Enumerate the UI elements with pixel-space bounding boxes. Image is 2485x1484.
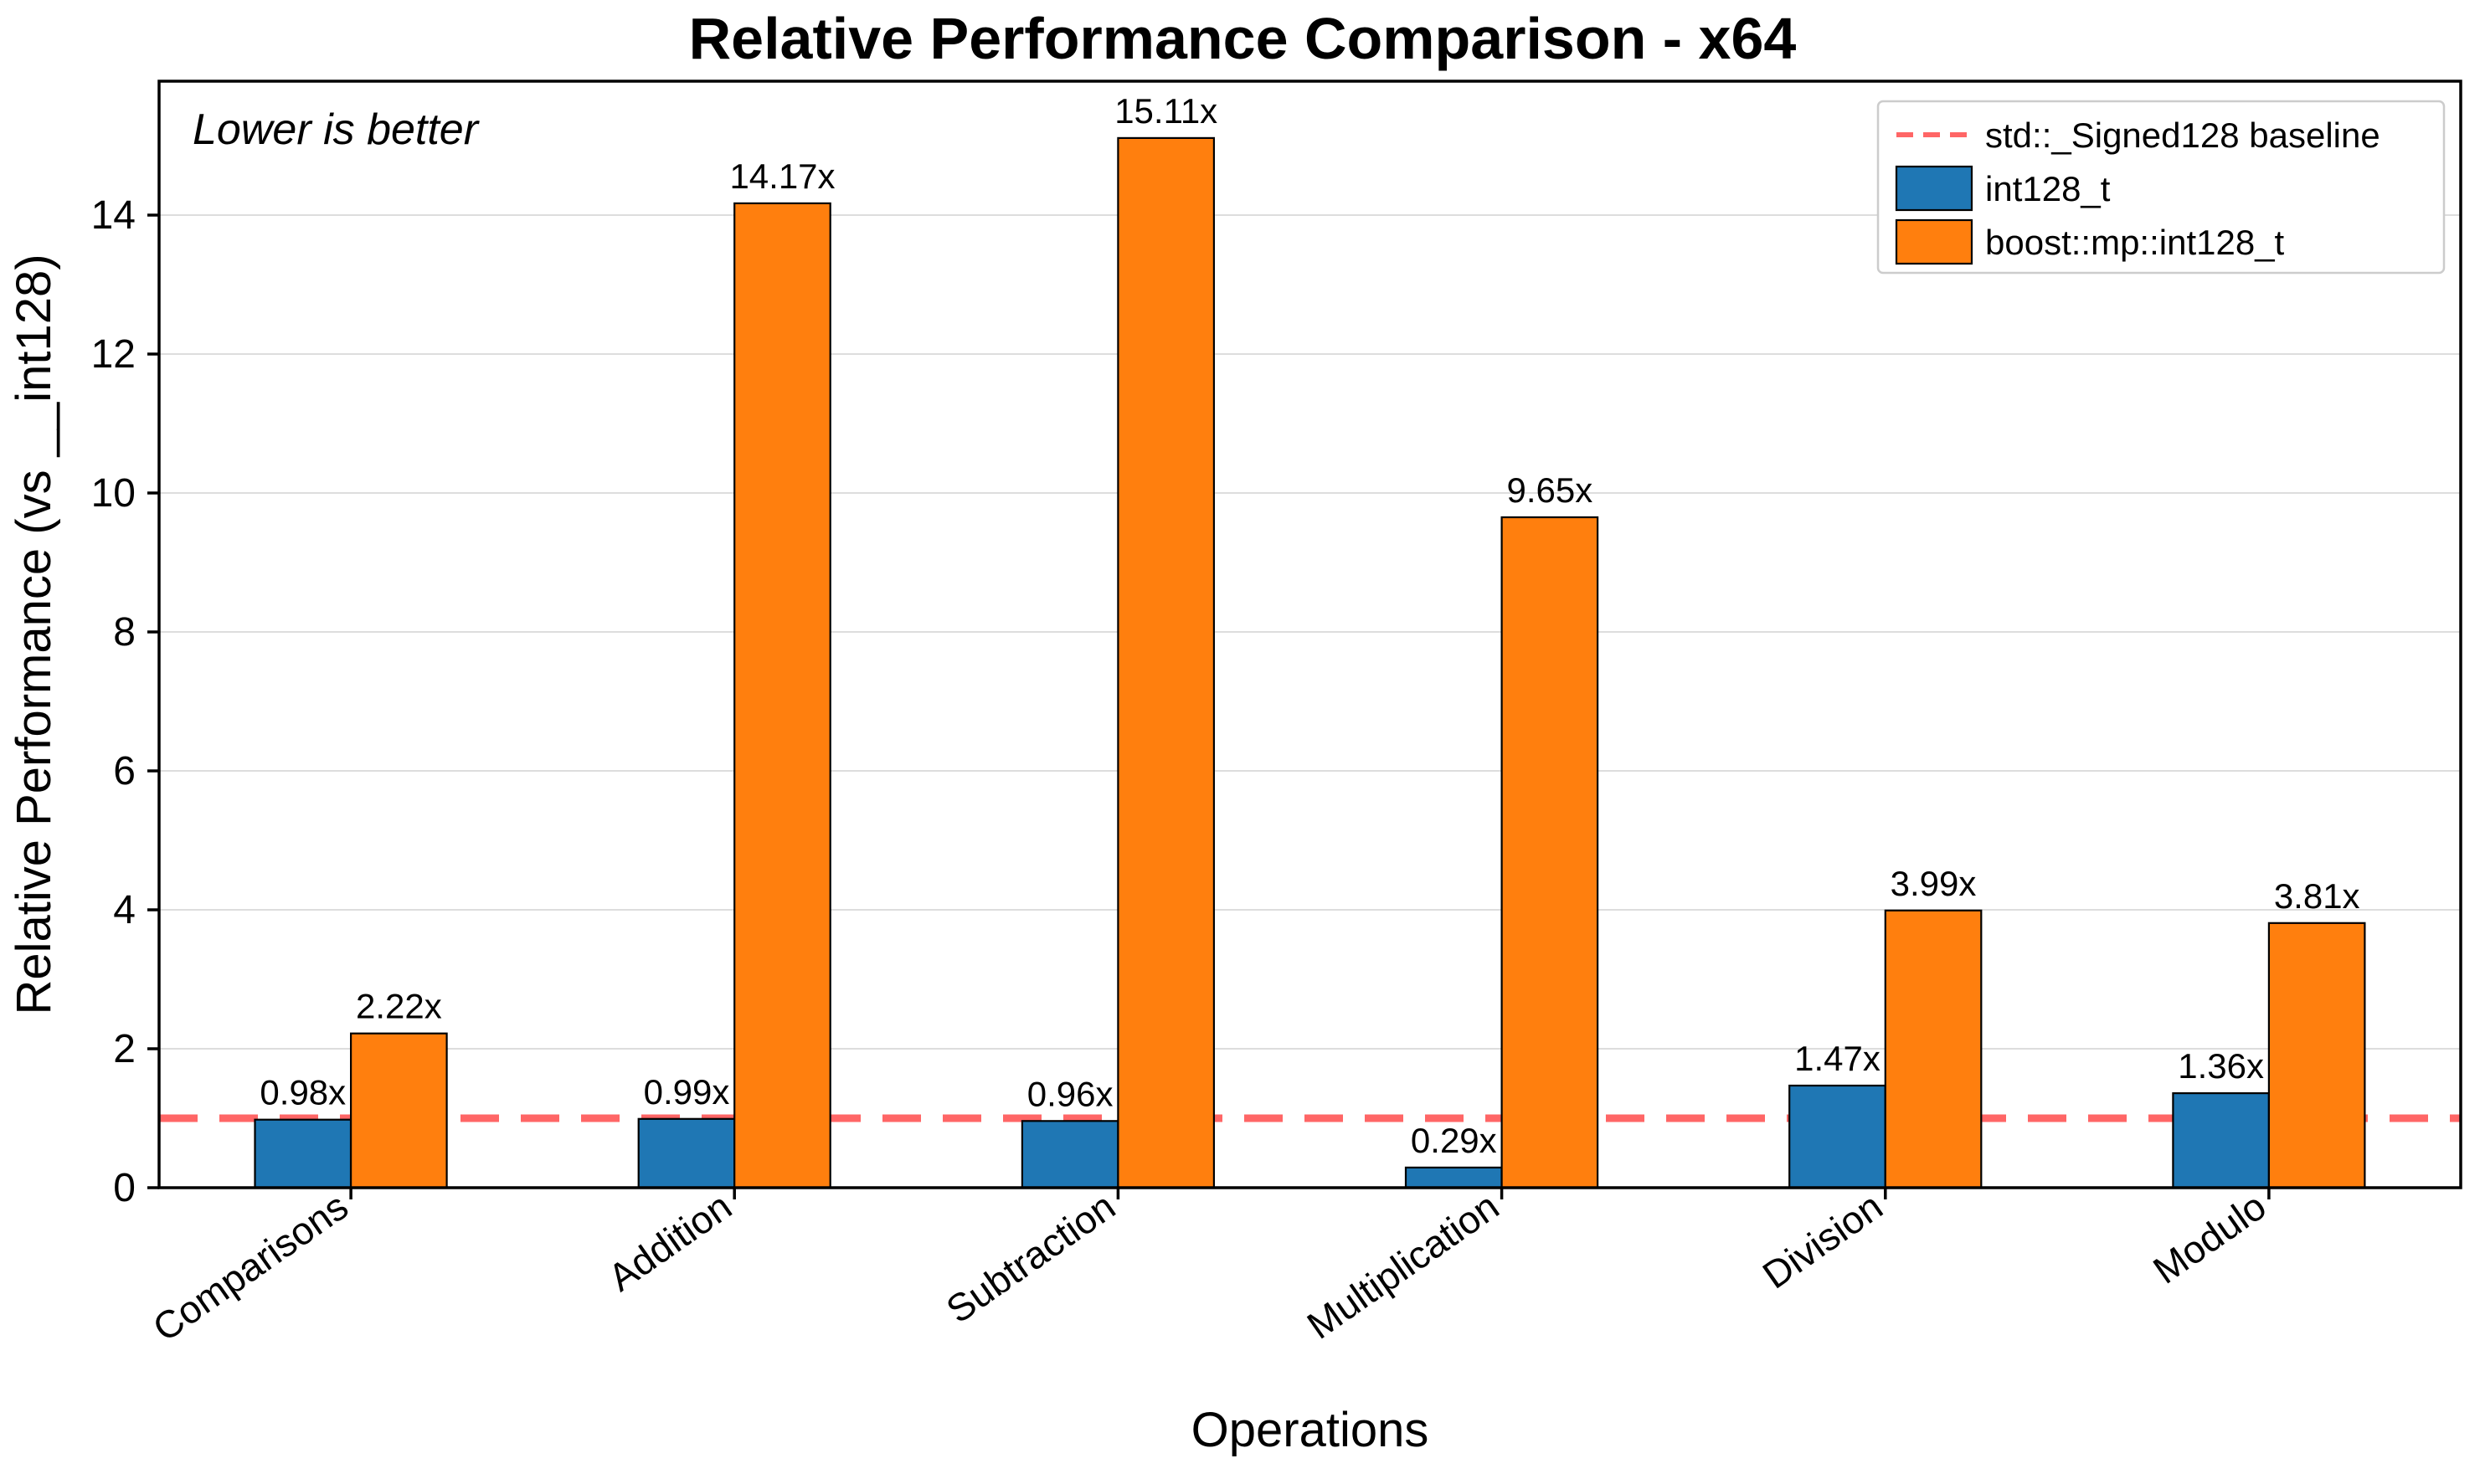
svg-text:6: 6 xyxy=(113,749,136,793)
svg-text:8: 8 xyxy=(113,610,136,655)
svg-text:0: 0 xyxy=(113,1166,136,1210)
svg-text:0.99x: 0.99x xyxy=(644,1072,730,1112)
svg-text:2: 2 xyxy=(113,1027,136,1071)
svg-text:boost::mp::int128_t: boost::mp::int128_t xyxy=(1985,223,2285,262)
svg-text:Lower is better: Lower is better xyxy=(193,105,481,154)
svg-text:Relative Performance (vs __int: Relative Performance (vs __int128) xyxy=(7,254,61,1014)
svg-text:12: 12 xyxy=(91,332,136,377)
svg-text:9.65x: 9.65x xyxy=(1507,470,1593,510)
svg-text:15.11x: 15.11x xyxy=(1114,91,1217,131)
svg-text:3.81x: 3.81x xyxy=(2274,876,2360,916)
svg-text:2.22x: 2.22x xyxy=(356,987,442,1026)
svg-text:1.36x: 1.36x xyxy=(2178,1046,2264,1086)
svg-text:1.47x: 1.47x xyxy=(1794,1039,1880,1078)
svg-text:0.29x: 0.29x xyxy=(1411,1121,1497,1160)
svg-text:14.17x: 14.17x xyxy=(729,157,835,196)
svg-text:0.98x: 0.98x xyxy=(260,1073,346,1112)
svg-text:10: 10 xyxy=(91,471,136,516)
svg-text:int128_t: int128_t xyxy=(1985,169,2111,208)
svg-text:3.99x: 3.99x xyxy=(1891,864,1977,903)
svg-text:Relative Performance Compariso: Relative Performance Comparison - x64 xyxy=(689,6,1797,71)
svg-text:0.96x: 0.96x xyxy=(1027,1074,1114,1113)
svg-text:14: 14 xyxy=(91,193,136,238)
svg-text:Operations: Operations xyxy=(1191,1403,1429,1457)
svg-text:4: 4 xyxy=(113,888,136,932)
svg-text:std::_Signed128 baseline: std::_Signed128 baseline xyxy=(1985,116,2380,155)
